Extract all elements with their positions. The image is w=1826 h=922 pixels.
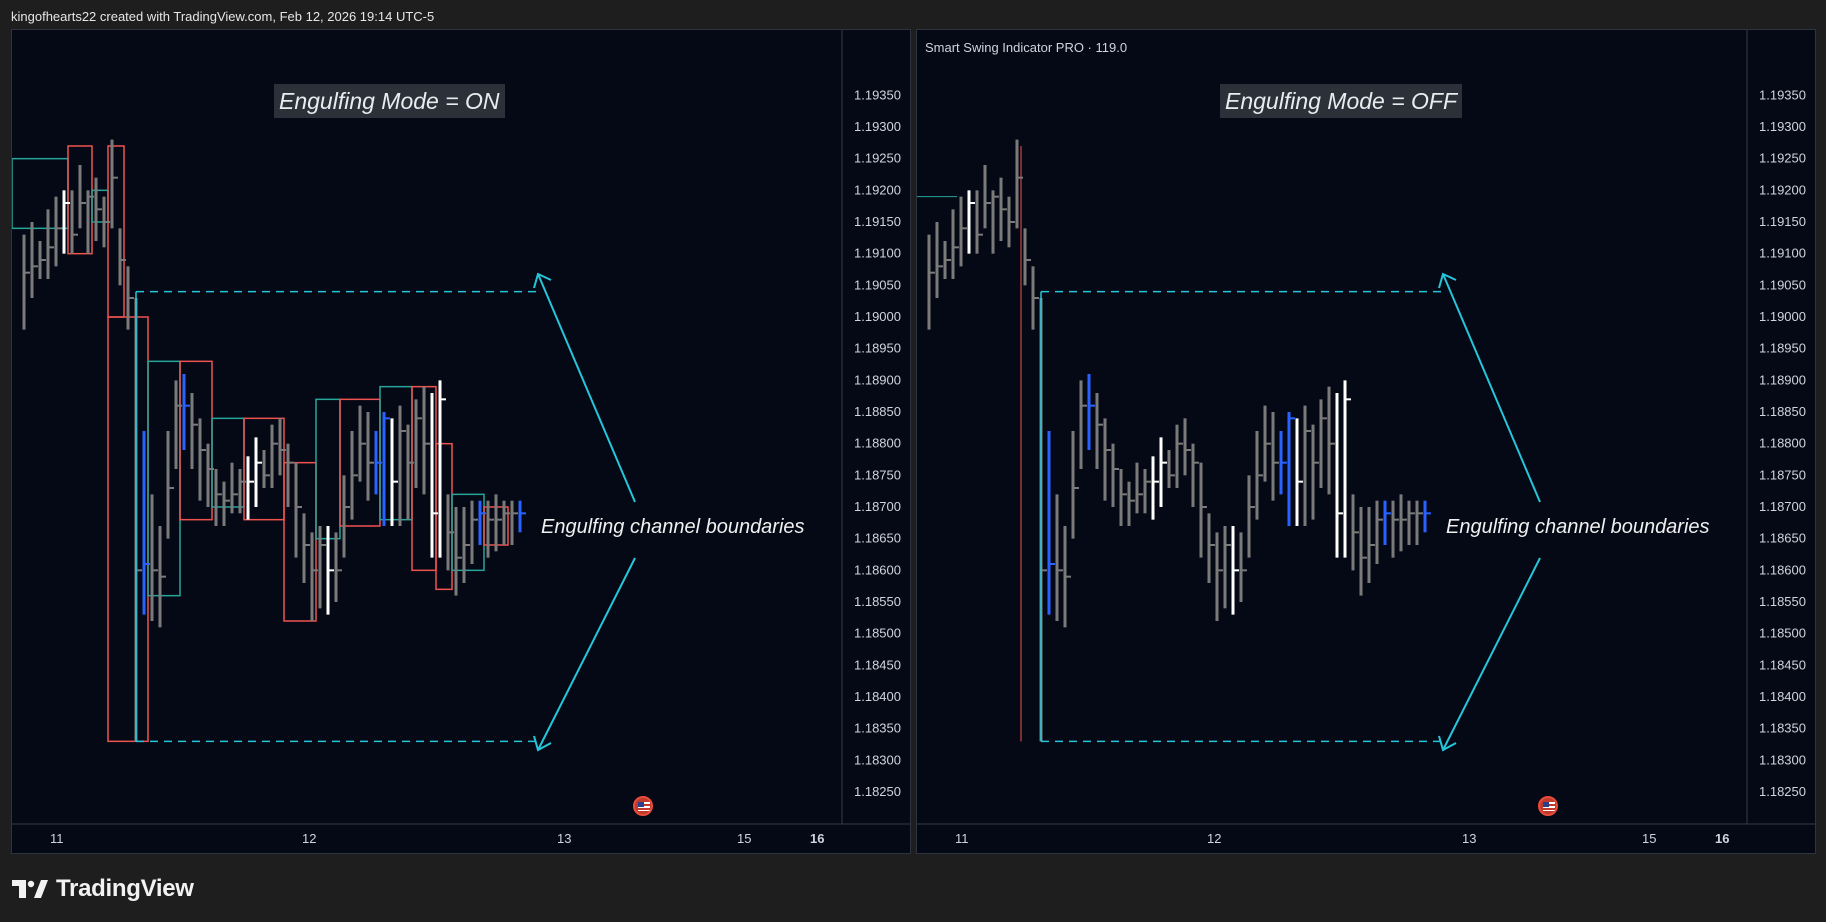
price-tick-label: 1.18450: [854, 657, 901, 672]
price-tick-label: 1.18750: [854, 467, 901, 482]
time-tick-label: 12: [302, 831, 316, 846]
time-tick-label: 12: [1207, 831, 1221, 846]
price-tick-label: 1.19100: [854, 246, 901, 261]
time-tick-label: 13: [1462, 831, 1476, 846]
price-tick-label: 1.19350: [854, 87, 901, 102]
time-tick-label: 11: [50, 831, 64, 846]
lower-arrow: [537, 557, 636, 751]
price-tick-label: 1.18950: [854, 341, 901, 356]
price-tick-label: 1.19150: [1759, 214, 1806, 229]
lower-arrow: [1442, 557, 1541, 751]
engulfing-box: [107, 316, 149, 743]
time-tick-label: 16: [810, 831, 824, 846]
price-tick-label: 1.19000: [1759, 309, 1806, 324]
price-tick-label: 1.19250: [854, 151, 901, 166]
time-tick-label: 11: [955, 831, 969, 846]
price-tick-label: 1.18250: [854, 784, 901, 799]
price-tick-label: 1.18350: [1759, 721, 1806, 736]
price-tick-label: 1.18850: [1759, 404, 1806, 419]
price-tick-label: 1.19050: [854, 277, 901, 292]
price-tick-label: 1.19300: [854, 119, 901, 134]
price-tick-label: 1.18600: [854, 562, 901, 577]
price-tick-label: 1.19250: [1759, 151, 1806, 166]
lower-arrow-head: [533, 735, 552, 752]
price-tick-label: 1.18350: [854, 721, 901, 736]
price-tick-label: 1.18550: [854, 594, 901, 609]
price-tick-label: 1.18300: [1759, 752, 1806, 767]
price-tick-label: 1.19100: [1759, 246, 1806, 261]
indicator-label[interactable]: Smart Swing Indicator PRO · 119.0: [925, 40, 1128, 55]
price-tick-label: 1.18400: [1759, 689, 1806, 704]
price-tick-label: 1.18300: [854, 752, 901, 767]
price-tick-label: 1.19200: [1759, 182, 1806, 197]
price-tick-label: 1.19150: [854, 214, 901, 229]
us-flag-icon[interactable]: [1538, 796, 1558, 816]
mode-banner: Engulfing Mode = OFF: [1220, 84, 1463, 118]
price-tick-label: 1.19050: [1759, 277, 1806, 292]
brand-name: TradingView: [56, 875, 194, 902]
engulfing-box: [12, 157, 69, 230]
price-tick-label: 1.19300: [1759, 119, 1806, 134]
annotation-text: Engulfing channel boundaries: [1446, 516, 1710, 538]
upper-arrow: [1442, 273, 1541, 503]
price-tick-label: 1.18850: [854, 404, 901, 419]
price-tick-label: 1.18800: [854, 436, 901, 451]
time-tick-label: 16: [1715, 831, 1729, 846]
ohlc-chart-engulfing-off[interactable]: 1.19350 1.19300 1.19250 1.19200 1.19150 1.191…: [917, 30, 1816, 854]
engulfing-box: [315, 398, 341, 540]
annotation-text: Engulfing channel boundaries: [541, 516, 805, 538]
price-tick-label: 1.18750: [1759, 467, 1806, 482]
chart-caption: kingofhearts22 created with TradingView.…: [11, 9, 435, 24]
price-tick-label: 1.19350: [1759, 87, 1806, 102]
price-tick-label: 1.18600: [1759, 562, 1806, 577]
price-tick-label: 1.19200: [854, 182, 901, 197]
upper-arrow-head: [1438, 272, 1457, 289]
time-tick-label: 15: [1642, 831, 1656, 846]
price-tick-label: 1.18500: [854, 626, 901, 641]
tradingview-logo-icon: [12, 880, 48, 898]
time-tick-label: 15: [737, 831, 751, 846]
us-flag-icon[interactable]: [633, 796, 653, 816]
engulfing-box: [283, 461, 317, 622]
price-tick-label: 1.19000: [854, 309, 901, 324]
price-tick-label: 1.18650: [854, 531, 901, 546]
price-tick-label: 1.18700: [1759, 499, 1806, 514]
price-tick-label: 1.18950: [1759, 341, 1806, 356]
price-tick-label: 1.18500: [1759, 626, 1806, 641]
price-tick-label: 1.18550: [1759, 594, 1806, 609]
price-tick-label: 1.18900: [1759, 372, 1806, 387]
price-tick-label: 1.18400: [854, 689, 901, 704]
price-tick-label: 1.18700: [854, 499, 901, 514]
ohlc-chart-engulfing-on[interactable]: 1.19350 1.19300 1.19250 1.19200 1.19150 1.191…: [12, 30, 911, 854]
price-tick-label: 1.18800: [1759, 436, 1806, 451]
chart-panel-engulfing-on[interactable]: 1.19350 1.19300 1.19250 1.19200 1.19150 1.191…: [11, 29, 911, 854]
mode-banner: Engulfing Mode = ON: [274, 84, 505, 118]
price-tick-label: 1.18900: [854, 372, 901, 387]
chart-panel-engulfing-off[interactable]: 1.19350 1.19300 1.19250 1.19200 1.19150 1.191…: [916, 29, 1816, 854]
engulfing-box: [91, 189, 109, 223]
engulfing-box: [107, 145, 125, 318]
upper-arrow: [537, 273, 636, 503]
lower-arrow-head: [1438, 735, 1457, 752]
price-tick-label: 1.18250: [1759, 784, 1806, 799]
price-tick-label: 1.18450: [1759, 657, 1806, 672]
time-tick-label: 13: [557, 831, 571, 846]
price-tick-label: 1.18650: [1759, 531, 1806, 546]
brand[interactable]: TradingView: [12, 874, 194, 904]
engulfing-box: [435, 442, 453, 591]
upper-arrow-head: [533, 272, 552, 289]
